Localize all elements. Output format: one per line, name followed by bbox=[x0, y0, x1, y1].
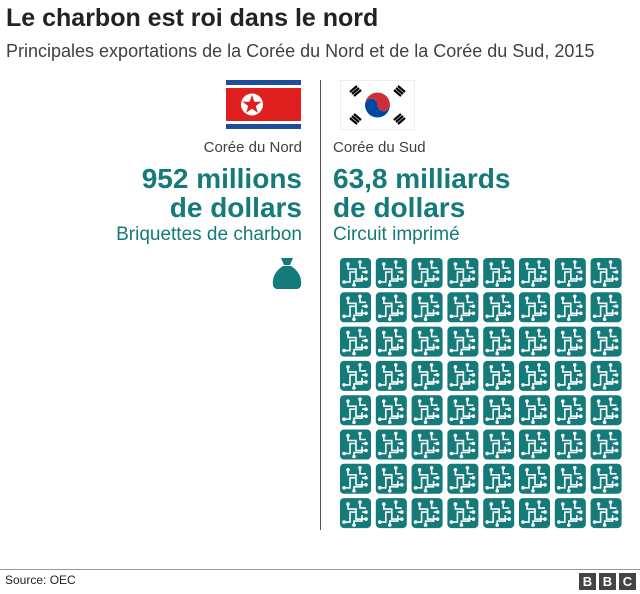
circuit-icon bbox=[340, 258, 371, 288]
circuit-icon bbox=[340, 429, 371, 460]
circuit-icon bbox=[519, 498, 550, 529]
amount: de dollars bbox=[169, 192, 302, 223]
circuit-icon bbox=[483, 292, 515, 323]
circuit-icon bbox=[340, 292, 371, 323]
coal-bag-icon bbox=[272, 258, 302, 289]
title: Le charbon est roi dans le nord bbox=[6, 4, 379, 32]
circuit-icon bbox=[340, 498, 371, 529]
circuit-icon bbox=[375, 360, 407, 391]
circuit-icon bbox=[447, 429, 479, 460]
amount: de dollars bbox=[333, 192, 466, 223]
country-label: Corée du Nord bbox=[203, 139, 302, 156]
circuit-icon bbox=[411, 258, 443, 288]
circuit-icon bbox=[483, 326, 515, 357]
circuit-icon bbox=[554, 326, 586, 357]
circuit-icon bbox=[483, 498, 515, 529]
circuit-icon bbox=[340, 463, 371, 494]
logo-letter: B bbox=[579, 573, 596, 590]
circuit-icon bbox=[375, 429, 407, 460]
circuit-icon bbox=[590, 429, 622, 460]
circuit-icon bbox=[447, 395, 479, 426]
circuit-icon bbox=[590, 498, 622, 529]
circuit-icon bbox=[519, 463, 550, 494]
circuit-icon bbox=[590, 292, 622, 323]
circuit-icon bbox=[483, 360, 515, 391]
product: Briquettes de charbon bbox=[116, 224, 302, 245]
circuit-icon bbox=[411, 360, 443, 391]
circuit-icon bbox=[375, 292, 407, 323]
circuit-icon bbox=[554, 498, 586, 529]
circuit-icon bbox=[411, 326, 443, 357]
circuit-icon bbox=[340, 395, 371, 426]
circuit-icon bbox=[590, 463, 622, 494]
source: Source: OEC bbox=[5, 573, 76, 587]
divider bbox=[320, 80, 321, 530]
circuit-icon bbox=[375, 326, 407, 357]
circuit-icon bbox=[447, 292, 479, 323]
circuit-icon bbox=[447, 463, 479, 494]
circuit-icon bbox=[554, 360, 586, 391]
circuit-icon bbox=[590, 395, 622, 426]
circuit-icons bbox=[340, 258, 622, 529]
subtitle: Principales exportations de la Corée du … bbox=[6, 41, 595, 61]
circuit-icon bbox=[554, 292, 586, 323]
circuit-icon bbox=[590, 258, 622, 288]
circuit-icon bbox=[519, 326, 550, 357]
circuit-icon bbox=[483, 463, 515, 494]
amount: 63,8 milliards bbox=[333, 163, 511, 194]
circuit-icon bbox=[554, 429, 586, 460]
circuit-icon bbox=[447, 360, 479, 391]
circuit-icon bbox=[519, 395, 550, 426]
north-korea-flag bbox=[226, 80, 301, 129]
circuit-icon bbox=[411, 395, 443, 426]
circuit-icon bbox=[447, 498, 479, 529]
circuit-icon bbox=[483, 258, 515, 288]
circuit-icon bbox=[519, 258, 550, 288]
circuit-icon bbox=[340, 326, 371, 357]
country-label: Corée du Sud bbox=[333, 139, 426, 156]
circuit-icon bbox=[554, 463, 586, 494]
circuit-icon bbox=[375, 463, 407, 494]
circuit-icon bbox=[554, 395, 586, 426]
circuit-icon bbox=[519, 360, 550, 391]
circuit-icon bbox=[411, 429, 443, 460]
south-korea-flag bbox=[340, 80, 415, 130]
circuit-icon bbox=[554, 258, 586, 288]
circuit-icon bbox=[483, 429, 515, 460]
footer-rule bbox=[0, 569, 640, 570]
circuit-icon bbox=[483, 395, 515, 426]
circuit-icon bbox=[375, 258, 407, 288]
logo-letter: C bbox=[619, 573, 636, 590]
circuit-icon bbox=[590, 326, 622, 357]
circuit-icon bbox=[447, 326, 479, 357]
circuit-icon bbox=[340, 360, 371, 391]
circuit-icon bbox=[375, 498, 407, 529]
circuit-icon bbox=[590, 360, 622, 391]
circuit-icon bbox=[447, 258, 479, 288]
circuit-icon bbox=[411, 498, 443, 529]
circuit-icon bbox=[411, 292, 443, 323]
logo-letter: B bbox=[599, 573, 616, 590]
product: Circuit imprimé bbox=[333, 224, 460, 245]
circuit-icon bbox=[411, 463, 443, 494]
logo: B B C bbox=[579, 573, 636, 590]
circuit-icon bbox=[519, 292, 550, 323]
circuit-icon bbox=[519, 429, 550, 460]
amount: 952 millions bbox=[141, 163, 302, 194]
circuit-icon bbox=[375, 395, 407, 426]
